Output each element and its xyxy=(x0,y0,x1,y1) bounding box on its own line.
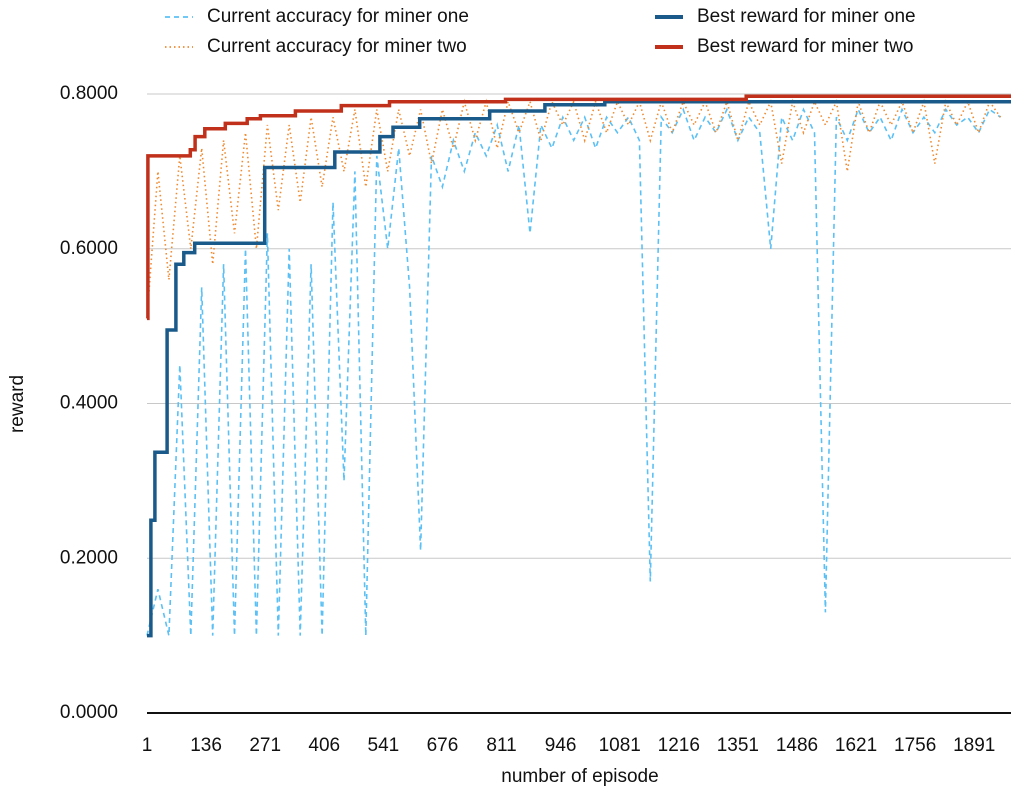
x-axis-label: number of episode xyxy=(501,766,658,787)
x-tick-label: 1486 xyxy=(776,735,818,756)
y-tick-label: 0.0000 xyxy=(60,702,118,723)
series-line xyxy=(147,99,1011,638)
x-tick-label: 1216 xyxy=(658,735,700,756)
series-line xyxy=(146,94,1011,321)
series-line xyxy=(146,98,1002,319)
x-tick-label: 1756 xyxy=(894,735,936,756)
y-tick-label: 0.2000 xyxy=(60,547,118,568)
x-tick-label: 136 xyxy=(190,735,222,756)
legend-label: Current accuracy for miner one xyxy=(207,6,469,27)
x-tick-label: 1351 xyxy=(717,735,759,756)
y-tick-label: 0.6000 xyxy=(60,238,118,259)
x-tick-label: 811 xyxy=(486,735,516,756)
y-tick-label: 0.4000 xyxy=(60,393,118,414)
legend-label: Best reward for miner one xyxy=(697,6,916,27)
x-tick-label: 1 xyxy=(142,735,153,756)
x-tick-label: 541 xyxy=(368,735,400,756)
x-tick-label: 406 xyxy=(308,735,340,756)
x-tick-label: 1891 xyxy=(953,735,995,756)
x-tick-label: 676 xyxy=(427,735,459,756)
series-line xyxy=(146,107,1001,636)
x-tick-label: 271 xyxy=(249,735,281,756)
y-tick-label: 0.8000 xyxy=(60,83,118,104)
x-tick-label: 1621 xyxy=(835,735,877,756)
y-axis-label: reward xyxy=(7,375,28,433)
x-tick-label: 946 xyxy=(545,735,577,756)
x-tick-label: 1081 xyxy=(599,735,641,756)
legend-label: Best reward for miner two xyxy=(697,36,913,57)
legend-label: Current accuracy for miner two xyxy=(207,36,467,57)
